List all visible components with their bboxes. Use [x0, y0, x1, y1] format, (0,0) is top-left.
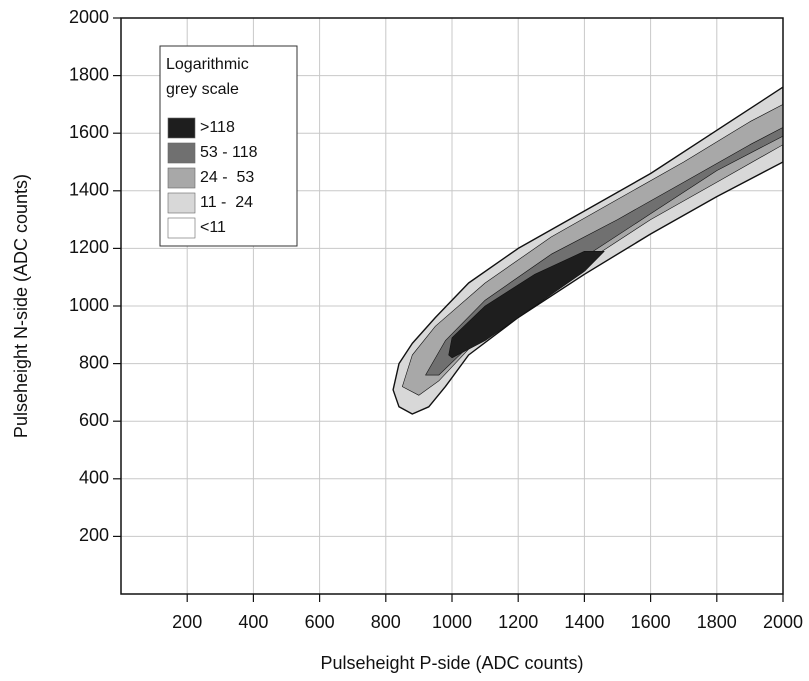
legend: Logarithmic grey scale >118 53 - 118 24 - … [159, 45, 298, 247]
y-tick-label: 1800 [69, 64, 109, 84]
x-tick-label: 200 [172, 612, 202, 632]
y-tick-label: 1400 [69, 180, 109, 200]
legend-label: 11 - 24 [200, 194, 253, 211]
y-tick-label: 800 [79, 352, 109, 372]
legend-swatch [167, 142, 196, 164]
legend-swatch [167, 167, 196, 189]
y-tick-label: 400 [79, 468, 109, 488]
x-tick-label: 1800 [697, 612, 737, 632]
legend-label: >118 [200, 119, 235, 136]
y-tick-label: 1200 [69, 237, 109, 257]
legend-swatch [167, 217, 196, 239]
plot-frame [120, 17, 784, 595]
x-tick-label: 1600 [631, 612, 671, 632]
contours [392, 86, 783, 415]
x-tick-label: 400 [238, 612, 268, 632]
legend-swatch [167, 117, 196, 139]
y-tick-label: 200 [79, 525, 109, 545]
x-tick-label: 1400 [564, 612, 604, 632]
contour-region [448, 251, 605, 359]
legend-title: Logarithmic grey scale [166, 56, 249, 98]
y-tick-label: 600 [79, 410, 109, 430]
legend-swatch [167, 192, 196, 214]
legend-label: 24 - 53 [200, 169, 254, 186]
legend-label: <11 [200, 219, 226, 236]
legend-label: 53 - 118 [200, 144, 258, 161]
x-tick-label: 800 [371, 612, 401, 632]
y-axis-label: Pulseheight N-side (ADC counts) [11, 174, 31, 438]
legend-title-box: Logarithmic grey scale [166, 56, 249, 98]
x-tick-label: 600 [305, 612, 335, 632]
x-axis-label: Pulseheight P-side (ADC counts) [320, 653, 583, 673]
y-tick-label: 1000 [69, 295, 109, 315]
x-tick-label: 1200 [498, 612, 538, 632]
y-tick-label: 1600 [69, 122, 109, 142]
x-tick-label: 2000 [763, 612, 803, 632]
y-tick-label: 2000 [69, 7, 109, 27]
x-tick-label: 1000 [432, 612, 472, 632]
